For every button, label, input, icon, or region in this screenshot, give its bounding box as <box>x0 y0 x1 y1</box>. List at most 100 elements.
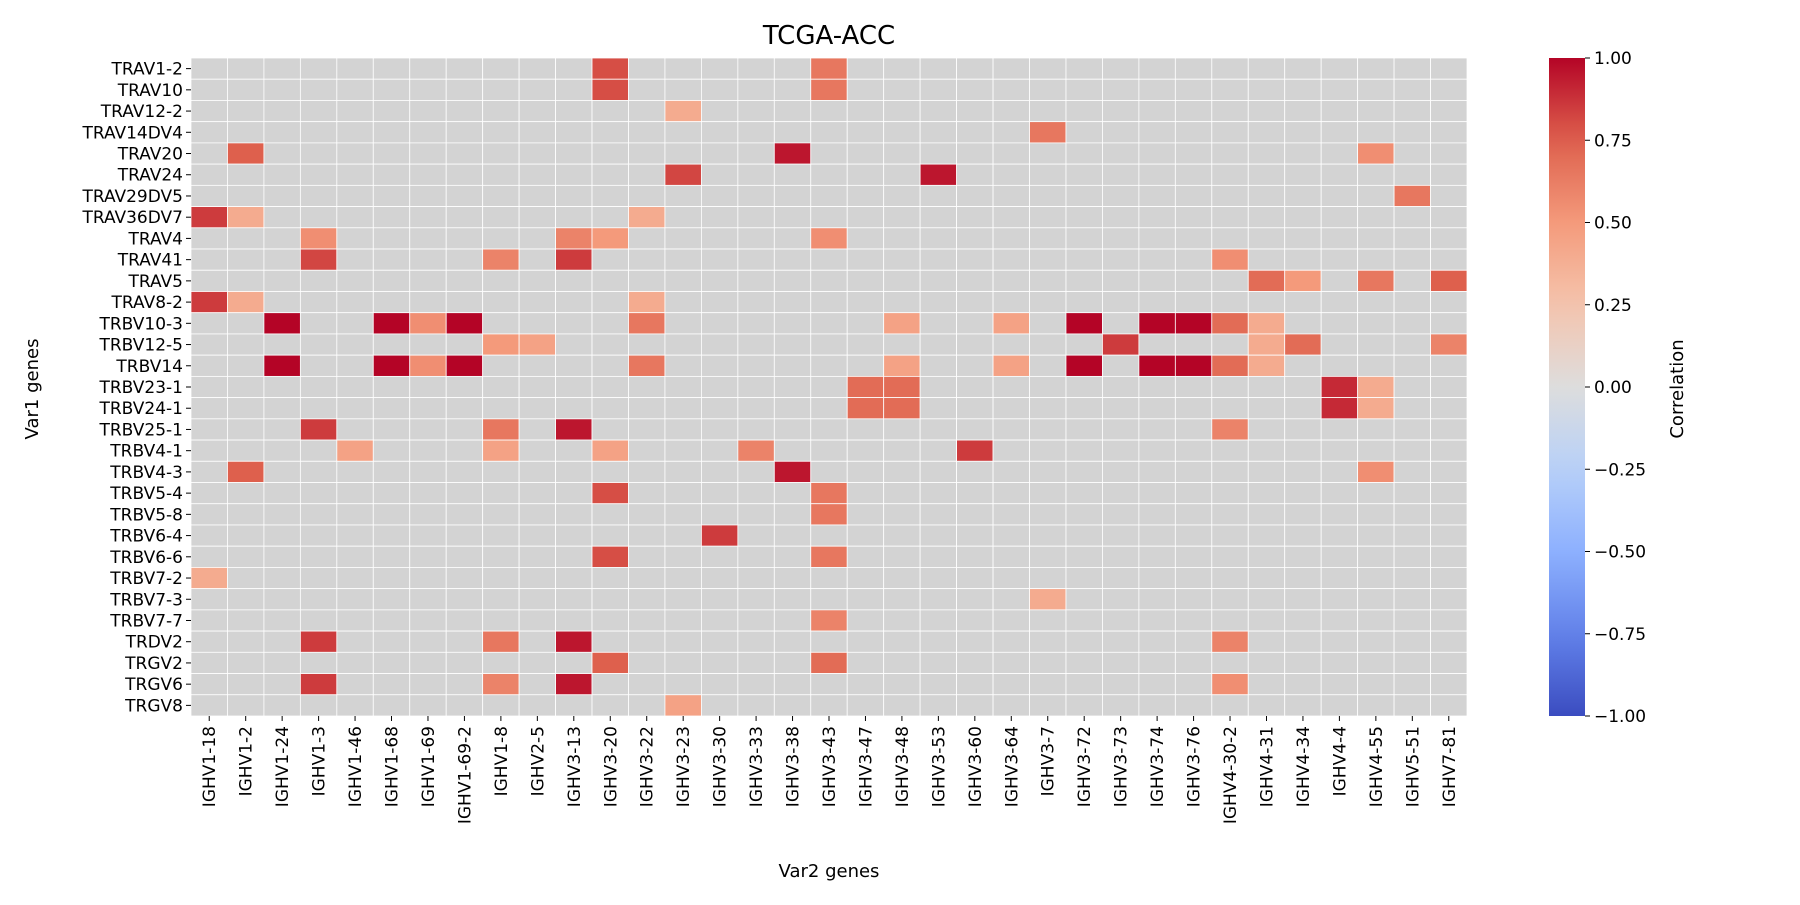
heatmap-cell-trav12-2-ighv1-2 <box>227 100 265 123</box>
heatmap-cell-trbv23-1-ighv7-81 <box>1430 375 1468 399</box>
heatmap-cell-trbv7-3-ighv3-76 <box>1174 588 1213 611</box>
heatmap-cell-trbv10-3-ighv1-18 <box>190 312 228 335</box>
heatmap-cell-trbv6-6-ighv4-55 <box>1357 545 1395 568</box>
heatmap-cell-trav10-ighv1-46 <box>336 78 374 101</box>
heatmap-cell-trav5-ighv3-38 <box>773 269 812 292</box>
heatmap-cell-trbv4-3-ighv1-24 <box>263 460 301 483</box>
heatmap-cell-trav1-2-ighv2-5 <box>518 57 556 80</box>
heatmap-cell-trdv2-ighv3-76 <box>1174 630 1213 653</box>
heatmap-cell-trbv14-ighv3-64 <box>992 354 1030 377</box>
heatmap-cell-trav8-2-ighv1-18 <box>190 291 228 314</box>
heatmap-cell-trav20-ighv3-7 <box>1029 142 1067 165</box>
x-tick-label-ighv3-60: IGHV3-60 <box>966 726 986 807</box>
heatmap-cell-trav14dv4-ighv4-34 <box>1284 121 1322 144</box>
heatmap-cell-trbv14-ighv3-74 <box>1138 354 1176 377</box>
heatmap-cell-trav1-2-ighv1-46 <box>336 57 374 80</box>
heatmap-cell-trbv5-8-ighv3-53 <box>919 503 958 526</box>
heatmap-cell-trbv23-1-ighv3-38 <box>773 375 812 399</box>
heatmap-cell-trav29dv5-ighv3-74 <box>1138 184 1176 207</box>
heatmap-cell-trbv23-1-ighv3-47 <box>846 375 885 399</box>
y-tick-label-trav4: TRAV4 <box>128 229 184 249</box>
heatmap-cell-trbv12-5-ighv3-20 <box>591 333 629 356</box>
heatmap-cell-trav1-2-ighv1-8 <box>482 57 520 80</box>
heatmap-cell-trav12-2-ighv3-73 <box>1102 100 1140 123</box>
heatmap-cell-trav8-2-ighv3-53 <box>919 291 958 314</box>
heatmap-cell-trav12-2-ighv3-48 <box>883 100 921 123</box>
heatmap-cell-trav5-ighv3-60 <box>956 269 994 292</box>
heatmap-cell-trav29dv5-ighv3-72 <box>1065 184 1103 207</box>
heatmap-cell-trav41-ighv3-73 <box>1102 248 1140 271</box>
heatmap-cell-trbv5-8-ighv1-24 <box>263 503 301 526</box>
heatmap-cell-trbv12-5-ighv4-34 <box>1284 333 1322 356</box>
heatmap-cell-trbv24-1-ighv1-68 <box>372 397 411 420</box>
heatmap-cell-trbv7-7-ighv1-68 <box>372 609 411 632</box>
y-tick-label-trbv14: TRBV14 <box>115 357 183 377</box>
heatmap-cell-trbv5-4-ighv3-13 <box>555 482 593 505</box>
heatmap-cell-trav20-ighv1-24 <box>263 142 301 165</box>
heatmap-cell-trbv24-1-ighv3-22 <box>628 397 666 420</box>
y-axis-label: Var1 genes <box>22 339 43 440</box>
x-tick-label-ighv3-74: IGHV3-74 <box>1148 726 1168 807</box>
heatmap-cell-trbv4-1-ighv3-73 <box>1102 439 1140 462</box>
heatmap-cell-trav12-2-ighv3-30 <box>701 100 739 123</box>
heatmap-cell-trbv5-8-ighv3-74 <box>1138 503 1176 526</box>
heatmap-cell-trav1-2-ighv3-23 <box>664 57 702 80</box>
heatmap-cell-trgv6-ighv1-8 <box>482 673 520 696</box>
heatmap-cell-trbv23-1-ighv5-51 <box>1393 375 1431 399</box>
heatmap-cell-trbv4-1-ighv1-2 <box>227 439 265 462</box>
heatmap-cell-trbv4-1-ighv4-55 <box>1357 439 1395 462</box>
heatmap-cell-trgv2-ighv1-68 <box>372 651 411 674</box>
heatmap-cell-trav41-ighv4-55 <box>1357 248 1395 271</box>
heatmap-cell-trbv5-4-ighv3-64 <box>992 482 1030 505</box>
heatmap-cell-trbv4-1-ighv1-24 <box>263 439 301 462</box>
y-tick-label-trbv23-1: TRBV23-1 <box>98 378 183 398</box>
heatmap-cell-trav5-ighv4-55 <box>1357 269 1395 292</box>
heatmap-cell-trbv4-1-ighv1-3 <box>299 439 338 462</box>
colorbar-tick-label: −0.25 <box>1594 460 1646 480</box>
heatmap-cell-trbv4-1-ighv4-34 <box>1284 439 1322 462</box>
heatmap-cell-trbv24-1-ighv1-3 <box>299 397 338 420</box>
colorbar-tick-label: −0.50 <box>1594 543 1646 563</box>
heatmap-cell-trav12-2-ighv1-8 <box>482 100 520 123</box>
heatmap-cell-trav29dv5-ighv1-24 <box>263 184 301 207</box>
heatmap-cell-trbv7-2-ighv3-7 <box>1029 567 1067 590</box>
heatmap-cell-trav4-ighv3-48 <box>883 227 921 250</box>
heatmap-cell-trav4-ighv3-20 <box>591 227 629 250</box>
y-tick-label-trav36dv7: TRAV36DV7 <box>81 208 183 228</box>
heatmap-cell-trav5-ighv3-74 <box>1138 269 1176 292</box>
heatmap-cell-trbv5-4-ighv1-68 <box>372 482 411 505</box>
x-tick-label-ighv3-43: IGHV3-43 <box>820 726 840 807</box>
heatmap-cell-trbv25-1-ighv1-3 <box>299 418 338 441</box>
heatmap-cell-trbv6-6-ighv4-34 <box>1284 545 1322 568</box>
heatmap-cell-trbv7-7-ighv4-34 <box>1284 609 1322 632</box>
heatmap-cell-trav41-ighv5-51 <box>1393 248 1431 271</box>
heatmap-cell-trbv7-7-ighv3-60 <box>956 609 994 632</box>
heatmap-cell-trbv5-4-ighv3-74 <box>1138 482 1176 505</box>
heatmap-cell-trav4-ighv3-13 <box>555 227 593 250</box>
heatmap-cell-trav10-ighv3-73 <box>1102 78 1140 101</box>
y-tick-label-trbv6-6: TRBV6-6 <box>109 548 183 568</box>
heatmap-cell-trav20-ighv3-73 <box>1102 142 1140 165</box>
heatmap-cell-trbv7-3-ighv3-72 <box>1065 588 1103 611</box>
heatmap-cell-trbv4-3-ighv3-76 <box>1174 460 1213 483</box>
heatmap-cell-trav29dv5-ighv3-13 <box>555 184 593 207</box>
heatmap-cell-trav1-2-ighv3-33 <box>737 57 775 80</box>
heatmap-cell-trbv5-8-ighv3-38 <box>773 503 812 526</box>
heatmap-cell-trav29dv5-ighv3-43 <box>810 184 848 207</box>
heatmap-cell-trbv4-3-ighv3-60 <box>956 460 994 483</box>
heatmap-cell-trbv23-1-ighv3-60 <box>956 375 994 399</box>
heatmap-cell-trbv7-7-ighv4-55 <box>1357 609 1395 632</box>
heatmap-cell-trbv7-2-ighv1-8 <box>482 567 520 590</box>
heatmap-cell-trbv25-1-ighv3-76 <box>1174 418 1213 441</box>
heatmap-cell-trbv24-1-ighv3-20 <box>591 397 629 420</box>
heatmap-cell-trav1-2-ighv1-24 <box>263 57 301 80</box>
heatmap-cell-trdv2-ighv4-4 <box>1320 630 1359 653</box>
heatmap-cell-trgv6-ighv3-30 <box>701 673 739 696</box>
heatmap-cell-trav29dv5-ighv4-55 <box>1357 184 1395 207</box>
heatmap-cell-trav4-ighv3-23 <box>664 227 702 250</box>
heatmap-cell-trbv5-4-ighv3-20 <box>591 482 629 505</box>
heatmap-cell-trav8-2-ighv1-24 <box>263 291 301 314</box>
heatmap-cell-trav14dv4-ighv1-24 <box>263 121 301 144</box>
heatmap-cell-trav12-2-ighv3-64 <box>992 100 1030 123</box>
heatmap-cell-trbv7-3-ighv7-81 <box>1430 588 1468 611</box>
